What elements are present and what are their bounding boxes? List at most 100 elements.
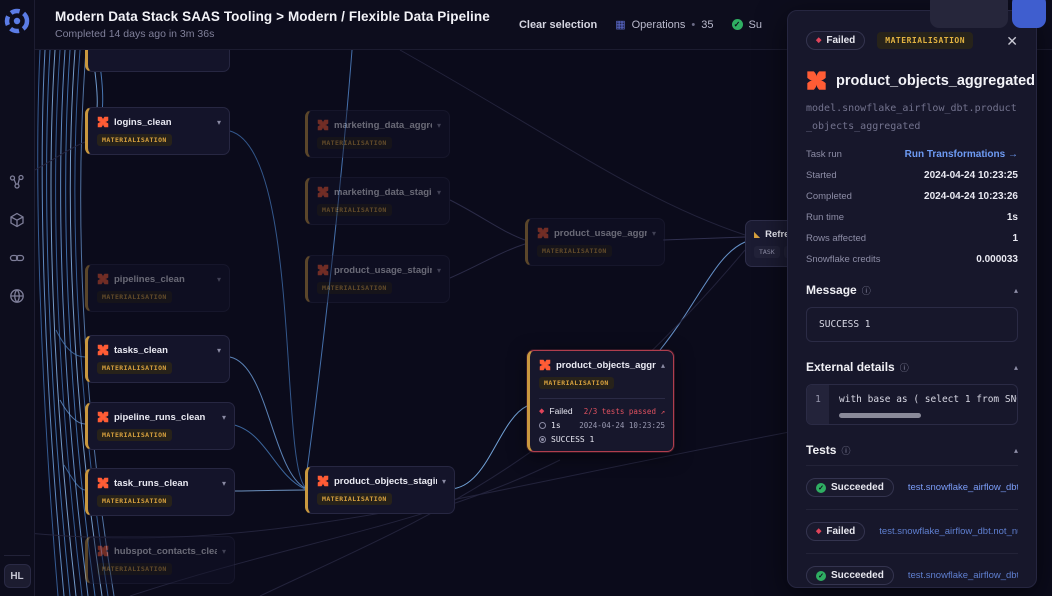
detail-fields: Task run Run Transformations → Started 2… [806, 149, 1018, 265]
external-details-section: External details ⓘ ▴ 1 with base as ( se… [806, 360, 1018, 425]
secondary-action-button[interactable] [930, 0, 1008, 28]
materialisation-type-badge: MATERIALISATION [877, 32, 974, 49]
breadcrumb-title: Modern Data Stack SAAS Tooling > Modern … [55, 9, 490, 24]
check-circle-icon: ✓ [816, 570, 826, 581]
test-link[interactable]: test.snowflake_airflow_dbt.not_null_pr [907, 570, 1018, 581]
chevron-down-icon[interactable]: ▾ [436, 265, 441, 275]
node-task-runs-clean[interactable]: task_runs_clean ▾ MATERIALISATION [85, 468, 235, 516]
dbt-icon [317, 119, 329, 131]
message-section: Message ⓘ ▴ SUCCESS 1 [806, 283, 1018, 342]
close-icon[interactable]: ✕ [1006, 32, 1018, 49]
horizontal-scrollbar[interactable] [839, 413, 921, 418]
pipelines-nav-icon[interactable] [9, 174, 25, 190]
succeeded-status-pill: ✓ Succeeded [806, 478, 894, 497]
info-icon: ⓘ [899, 362, 909, 373]
test-row: ✓ Succeeded test.snowflake_airflow_dbt.n… [806, 554, 1018, 587]
test-row: ◆ Failed test.snowflake_airflow_dbt.not_… [806, 510, 1018, 554]
chevron-down-icon[interactable]: ▾ [436, 120, 441, 130]
materialisation-badge: MATERIALISATION [97, 563, 172, 575]
collapse-icon[interactable]: ▴ [1013, 285, 1018, 295]
tests-section: Tests ⓘ ▴ ✓ Succeeded test.snowflake_air… [806, 443, 1018, 587]
dbt-icon [317, 186, 329, 198]
check-circle-icon: ✓ [731, 19, 743, 30]
sidebar: HL [0, 0, 35, 596]
user-avatar[interactable]: HL [3, 564, 31, 588]
node-pipeline-runs-clean[interactable]: pipeline_runs_clean ▾ MATERIALISATION [85, 402, 235, 450]
chevron-down-icon[interactable]: ▾ [436, 187, 441, 197]
node-product-objects-aggregated-selected[interactable]: product_objects_aggregated ▴ MATERIALISA… [527, 350, 674, 452]
panel-title: product_objects_aggregated [836, 72, 1036, 89]
sql-code-line: with base as ( select 1 from SNOWFLAKE [839, 394, 1017, 405]
succeeded-filter-chip[interactable]: ✓ Su [731, 18, 762, 31]
node-product-usage-aggregated[interactable]: product_usage_aggregated ▾ MATERIALISATI… [525, 218, 665, 266]
model-path: model.snowflake_airflow_dbt.product_obje… [806, 103, 1017, 132]
integrations-nav-icon[interactable] [9, 250, 25, 266]
chevron-down-icon[interactable]: ▾ [651, 228, 656, 238]
dbt-icon [97, 411, 109, 423]
failed-status-pill: ◆ Failed [806, 31, 866, 50]
chevron-down-icon[interactable]: ▾ [221, 412, 226, 422]
test-row: ✓ Succeeded test.snowflake_airflow_dbt.u… [806, 465, 1018, 510]
chevron-down-icon[interactable]: ▾ [221, 478, 226, 488]
completed-value: 2024-04-24 10:23:26 [924, 191, 1018, 202]
materialisation-badge: MATERIALISATION [317, 137, 392, 149]
dot-separator: • [691, 18, 696, 31]
node-tasks-clean[interactable]: tasks_clean ▾ MATERIALISATION [85, 335, 230, 383]
run-time-value: 1s [1006, 212, 1018, 223]
task-run-link[interactable]: Run Transformations → [904, 149, 1018, 160]
materialisation-badge: MATERIALISATION [539, 377, 614, 389]
chevron-down-icon[interactable]: ▾ [221, 546, 226, 556]
tests-summary-link[interactable]: 2/3 tests passed ↗ [583, 406, 665, 416]
operations-count: 35 [701, 18, 714, 31]
node-marketing-data-aggregated[interactable]: marketing_data_aggregated ▾ MATERIALISAT… [305, 110, 450, 158]
task-badge: TASK [754, 246, 780, 258]
dbt-icon [97, 477, 109, 489]
chevron-down-icon[interactable]: ▾ [216, 345, 221, 355]
dbt-icon [539, 359, 551, 371]
message-content: SUCCESS 1 [806, 307, 1018, 342]
node-hubspot-contacts-clean[interactable]: hubspot_contacts_clean ▾ MATERIALISATION [85, 536, 235, 584]
powerbi-icon: ◣ [754, 230, 761, 239]
operations-filter-chip[interactable]: ▦ Operations • 35 [615, 18, 714, 32]
dbt-icon [97, 545, 109, 557]
products-nav-icon[interactable] [9, 212, 25, 228]
chevron-down-icon[interactable]: ▾ [216, 274, 221, 284]
materialisation-badge: MATERIALISATION [537, 245, 612, 257]
materialisation-badge: MATERIALISATION [317, 493, 392, 505]
grid-icon: ▦ [615, 19, 626, 31]
check-circle-icon: ✓ [816, 482, 826, 493]
node-logins-clean[interactable]: logins_clean ▾ MATERIALISATION [85, 107, 230, 155]
dbt-icon [97, 116, 109, 128]
clear-selection-button[interactable]: Clear selection [518, 18, 598, 31]
node-product-objects-staging[interactable]: product_objects_staging ▾ MATERIALISATIO… [305, 466, 455, 514]
info-icon: ⓘ [841, 445, 851, 456]
node-pipelines-clean[interactable]: pipelines_clean ▾ MATERIALISATION [85, 264, 230, 312]
failed-status-pill: ◆ Failed [806, 522, 866, 541]
dbt-icon [317, 264, 329, 276]
failed-diamond-icon: ◆ [816, 37, 822, 44]
chevron-down-icon[interactable]: ▾ [441, 476, 446, 486]
failed-diamond-icon: ◆ [539, 407, 545, 415]
materialisation-badge: MATERIALISATION [97, 495, 172, 507]
dbt-icon [97, 344, 109, 356]
detail-panel: ◆ Failed MATERIALISATION ✕ product_objec… [787, 10, 1037, 588]
info-icon: ⓘ [861, 285, 871, 296]
test-link[interactable]: test.snowflake_airflow_dbt.not_null_pr [879, 526, 1018, 537]
app-logo-icon[interactable] [4, 8, 30, 34]
materialisation-badge: MATERIALISATION [97, 134, 172, 146]
dbt-icon [537, 227, 549, 239]
collapse-icon[interactable]: ▴ [1013, 445, 1018, 455]
node-marketing-data-staging[interactable]: marketing_data_staging ▾ MATERIALISATION [305, 177, 450, 225]
test-link[interactable]: test.snowflake_airflow_dbt.unique_pro [907, 482, 1018, 493]
collapse-icon[interactable]: ▴ [1013, 362, 1018, 372]
settings-nav-icon[interactable] [9, 288, 25, 304]
chevron-up-icon[interactable]: ▴ [660, 360, 665, 370]
dbt-icon [97, 273, 109, 285]
node-product-usage-staging[interactable]: product_usage_staging ▾ MATERIALISATION [305, 255, 450, 303]
chevron-down-icon[interactable]: ▾ [216, 117, 221, 127]
primary-action-button[interactable] [1012, 0, 1046, 28]
line-number: 1 [807, 385, 829, 424]
status-dot-icon [539, 436, 546, 443]
succeeded-label-partial: Su [748, 18, 762, 31]
failed-diamond-icon: ◆ [816, 528, 822, 535]
